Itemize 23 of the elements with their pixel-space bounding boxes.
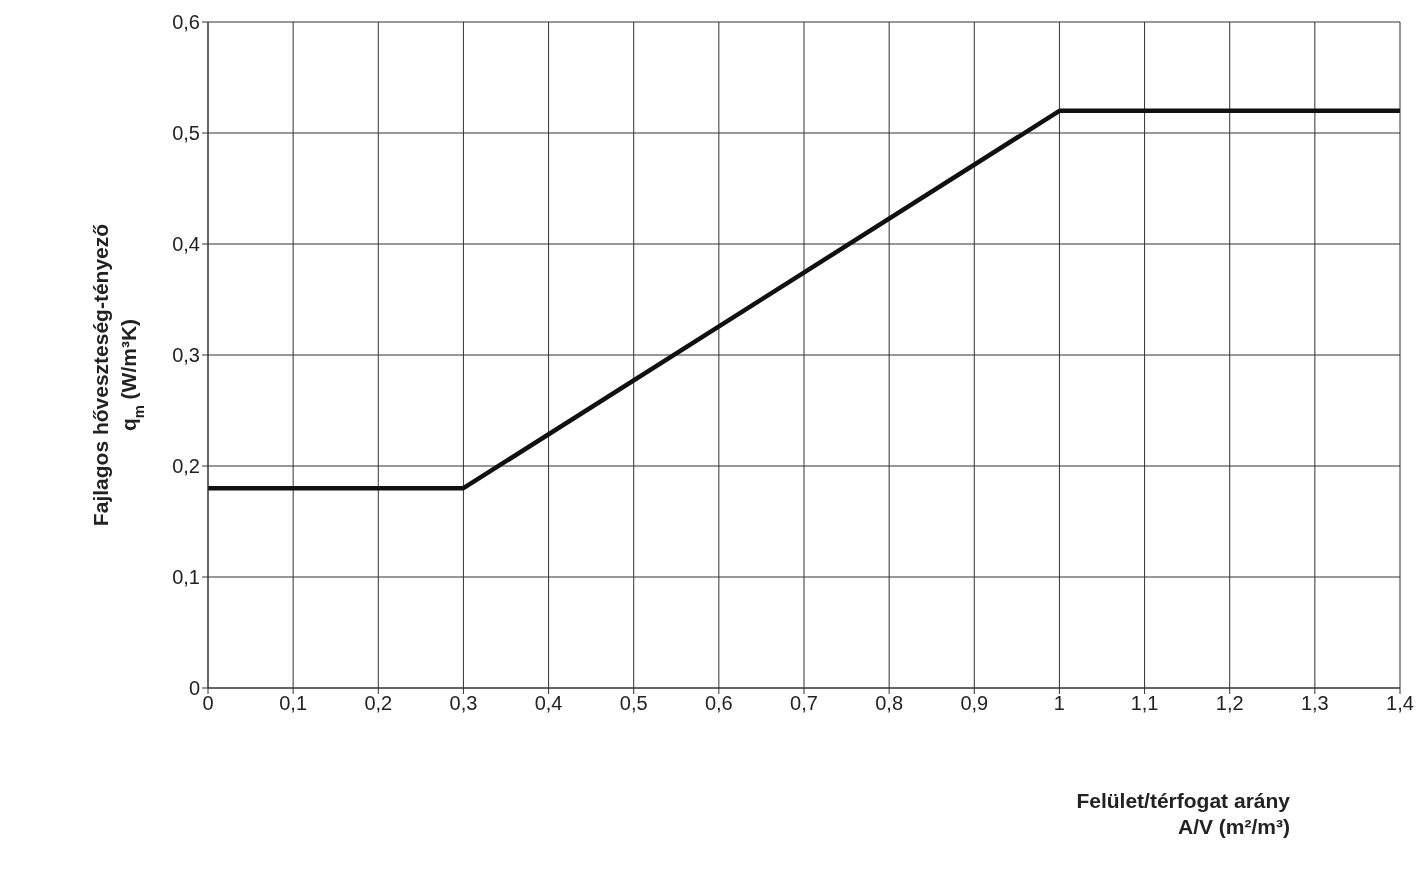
y-tick-label: 0,3 bbox=[172, 344, 200, 367]
y-tick-label: 0,2 bbox=[172, 455, 200, 478]
y-tick-label: 0,5 bbox=[172, 122, 200, 145]
x-tick-label: 0,5 bbox=[619, 692, 648, 715]
x-tick-label: 1 bbox=[1053, 692, 1065, 715]
x-tick-label: 1,4 bbox=[1386, 692, 1414, 715]
x-tick-label: 1,3 bbox=[1300, 692, 1329, 715]
y-tick-label: 0 bbox=[188, 677, 200, 700]
x-tick-label: 0,8 bbox=[875, 692, 904, 715]
x-axis-title: Felület/térfogat arány A/V (m²/m³) bbox=[1076, 789, 1291, 838]
x-tick-label: 1,2 bbox=[1215, 692, 1244, 715]
x-tick-label: 1,1 bbox=[1130, 692, 1159, 715]
x-tick-label: 0,2 bbox=[364, 692, 393, 715]
x-tick-label: 0,7 bbox=[790, 692, 818, 715]
y-tick-label: 0,1 bbox=[172, 566, 200, 589]
x-tick-label: 0,4 bbox=[534, 692, 563, 715]
x-tick-label: 0,9 bbox=[960, 692, 989, 715]
y-tick-label: 0,6 bbox=[172, 11, 200, 34]
y-tick-label: 0,4 bbox=[172, 233, 200, 256]
x-tick-label: 0,1 bbox=[279, 692, 308, 715]
x-tick-label: 0,6 bbox=[704, 692, 733, 715]
x-tick-label: 0,3 bbox=[449, 692, 478, 715]
x-tick-label: 0 bbox=[202, 692, 214, 715]
